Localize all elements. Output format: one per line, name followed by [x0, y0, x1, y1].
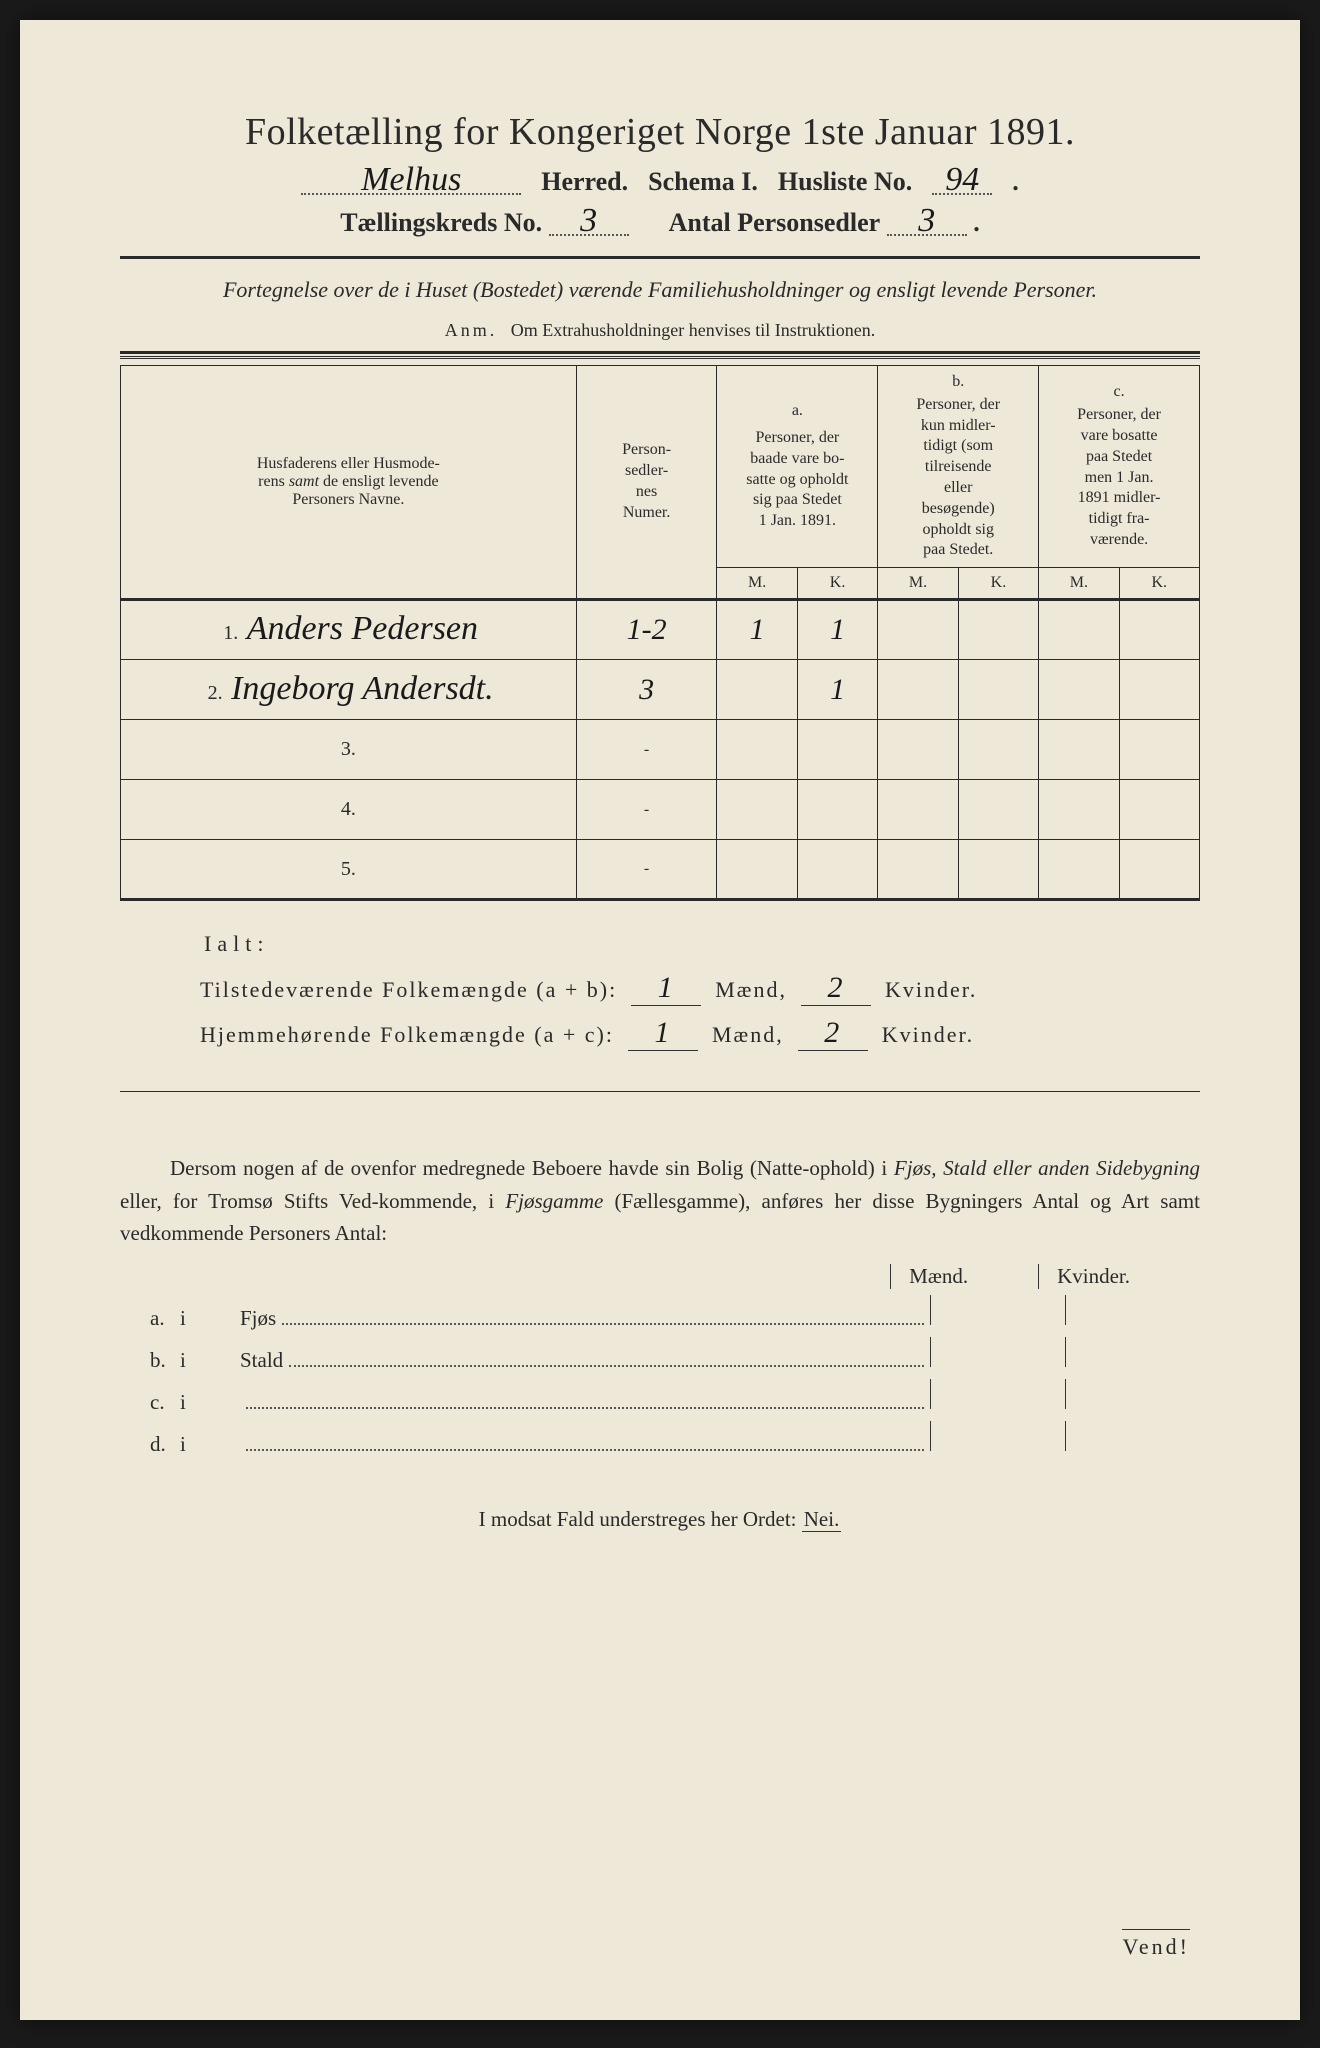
census-table: Husfaderens eller Husmode-rens samt de e… — [120, 365, 1200, 901]
present-kvinder: 2 — [801, 971, 871, 1006]
subtitle: Fortegnelse over de i Huset (Bostedet) v… — [120, 273, 1200, 306]
divider — [120, 256, 1200, 259]
herred-label: Herred. — [541, 167, 628, 197]
table-row: 3. - — [121, 720, 1200, 780]
sidebldg-row: d. i — [120, 1421, 1200, 1457]
sb-kvinder: Kvinder. — [1038, 1264, 1170, 1289]
kreds-no: 3 — [549, 207, 629, 236]
page-title: Folketælling for Kongeriget Norge 1ste J… — [120, 110, 1200, 154]
col-b: b. Personer, derkun midler-tidigt (somti… — [878, 366, 1039, 568]
row-numer: 1-2 — [627, 613, 667, 646]
husliste-label: Husliste No. — [778, 167, 912, 197]
kreds-label: Tællingskreds No. — [340, 208, 542, 237]
col-c: c. Personer, dervare bosattepaa Stedetme… — [1039, 366, 1200, 568]
anm-text: Om Extrahusholdninger henvises til Instr… — [511, 320, 875, 340]
personsedler-no: 3 — [887, 207, 967, 236]
header-row-2: Tællingskreds No. 3 Antal Personsedler 3… — [120, 207, 1200, 238]
present-maend: 1 — [631, 971, 701, 1006]
row-name: Anders Pedersen — [247, 610, 478, 647]
mid-divider — [120, 1091, 1200, 1092]
herred-value: Melhus — [301, 166, 521, 195]
table-row: 5. - — [121, 840, 1200, 900]
resident-maend: 1 — [628, 1016, 698, 1051]
col-a-k: K. — [797, 568, 877, 600]
row-name: Ingeborg Andersdt. — [231, 670, 494, 707]
col-name: Husfaderens eller Husmode-rens samt de e… — [121, 366, 577, 600]
sb-maend: Mænd. — [890, 1264, 1008, 1289]
schema-label: Schema I. — [648, 167, 758, 197]
ialt-label: Ialt: — [204, 931, 1200, 957]
resident-kvinder: 2 — [798, 1016, 868, 1051]
table-row: 2. Ingeborg Andersdt. 3 1 — [121, 660, 1200, 720]
anm-line: Anm. Om Extrahusholdninger henvises til … — [120, 320, 1200, 341]
personsedler-label: Antal Personsedler — [669, 208, 881, 237]
total-resident: Hjemmehørende Folkemængde (a + c): 1 Mæn… — [200, 1016, 1200, 1051]
col-b-m: M. — [878, 568, 958, 600]
col-b-k: K. — [958, 568, 1038, 600]
sidebygning-paragraph: Dersom nogen af de ovenfor medregnede Be… — [120, 1152, 1200, 1250]
col-c-m: M. — [1039, 568, 1119, 600]
totals-block: Ialt: Tilstedeværende Folkemængde (a + b… — [200, 931, 1200, 1051]
table-body: 1. Anders Pedersen 1-2 1 1 2. Ingeborg A… — [121, 600, 1200, 900]
sidebygning-table: Mænd. Kvinder. a. i Fjøs b. i Stald c. i… — [120, 1264, 1200, 1457]
header-row-1: Melhus Herred. Schema I. Husliste No. 94… — [120, 166, 1200, 197]
total-present: Tilstedeværende Folkemængde (a + b): 1 M… — [200, 971, 1200, 1006]
col-a: a. Personer, derbaade vare bo-satte og o… — [717, 366, 878, 568]
col-c-k: K. — [1119, 568, 1199, 600]
anm-label: Anm. — [445, 320, 498, 340]
table-dbl-rule — [120, 356, 1200, 359]
sidebldg-header: Mænd. Kvinder. — [120, 1264, 1200, 1289]
modsat-line: I modsat Fald understreges her Ordet: Ne… — [120, 1507, 1200, 1532]
col-numer: Person-sedler-nesNumer. — [576, 366, 717, 600]
table-row: 4. - — [121, 780, 1200, 840]
table-top-rule — [120, 351, 1200, 354]
husliste-no: 94 — [932, 166, 992, 195]
vend-label: Vend! — [1122, 1929, 1190, 1960]
sidebldg-row: c. i — [120, 1379, 1200, 1415]
sidebldg-row: a. i Fjøs — [120, 1295, 1200, 1331]
table-row: 1. Anders Pedersen 1-2 1 1 — [121, 600, 1200, 660]
sidebldg-row: b. i Stald — [120, 1337, 1200, 1373]
col-a-m: M. — [717, 568, 797, 600]
census-form-page: Folketælling for Kongeriget Norge 1ste J… — [20, 20, 1300, 2020]
nei-word: Nei. — [802, 1507, 842, 1532]
row-numer: 3 — [639, 673, 654, 706]
